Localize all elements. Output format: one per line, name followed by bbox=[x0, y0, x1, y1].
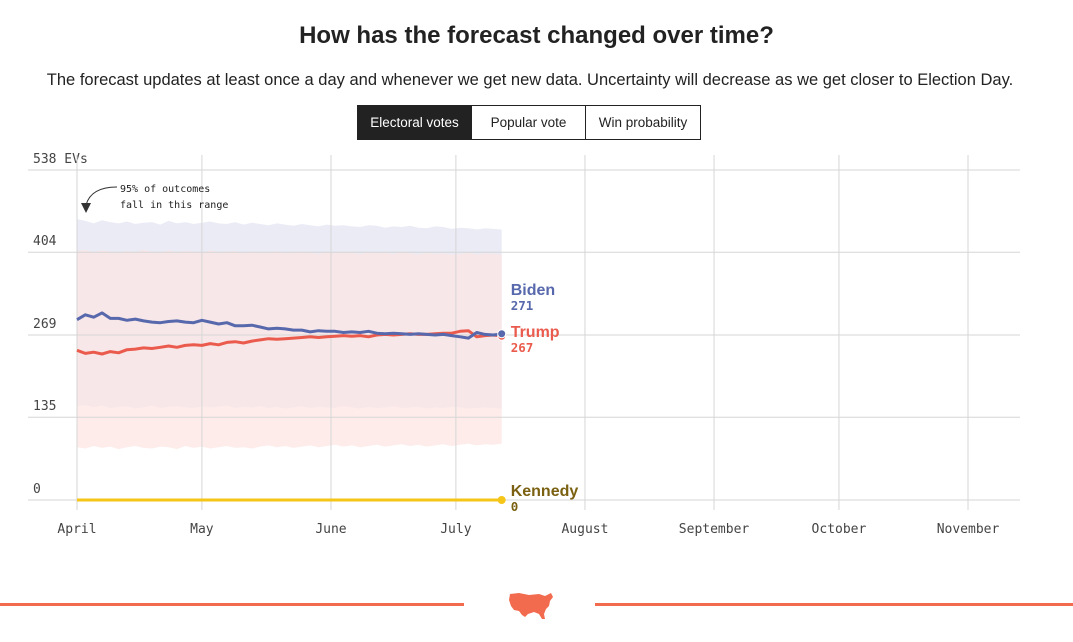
y-tick-label: 0 bbox=[33, 482, 41, 497]
y-tick-label: 135 bbox=[33, 399, 56, 414]
tab-electoral-votes[interactable]: Electoral votes bbox=[357, 105, 472, 140]
kennedy-endpoint bbox=[497, 496, 506, 504]
range-annotation-text: fall in this range bbox=[120, 200, 228, 211]
page-title: How has the forecast changed over time? bbox=[299, 22, 774, 49]
tab-popular-vote[interactable]: Popular vote bbox=[472, 105, 586, 140]
y-tick-label: 538 EVs bbox=[33, 152, 88, 167]
kennedy-value: 0 bbox=[511, 499, 519, 514]
x-tick-label: August bbox=[561, 522, 608, 537]
range-annotation-text: 95% of outcomes bbox=[120, 184, 210, 195]
y-tick-label: 269 bbox=[33, 317, 56, 332]
footer-divider-left bbox=[0, 603, 464, 606]
footer-divider-right bbox=[595, 603, 1073, 606]
metric-tabs: Electoral votes Popular vote Win probabi… bbox=[357, 105, 701, 140]
tab-win-probability[interactable]: Win probability bbox=[586, 105, 701, 140]
biden-value: 271 bbox=[511, 298, 534, 313]
x-tick-label: November bbox=[937, 522, 1000, 537]
x-tick-label: May bbox=[190, 522, 214, 537]
us-map-icon bbox=[509, 593, 553, 619]
x-tick-label: July bbox=[440, 522, 471, 537]
trump-uncertainty-band bbox=[77, 249, 502, 450]
biden-line bbox=[76, 311, 502, 340]
kennedy-label: Kennedy bbox=[511, 483, 579, 500]
annotation-arrow-line bbox=[85, 186, 118, 206]
annotation-arrow-head bbox=[81, 203, 91, 213]
biden-endpoint bbox=[497, 329, 507, 339]
x-tick-label: June bbox=[315, 522, 346, 537]
y-tick-label: 404 bbox=[33, 234, 57, 249]
x-tick-label: September bbox=[679, 522, 750, 537]
biden-label: Biden bbox=[511, 282, 555, 299]
trump-value: 267 bbox=[511, 340, 534, 355]
page-subtitle: The forecast updates at least once a day… bbox=[46, 71, 1014, 89]
x-tick-label: October bbox=[812, 522, 867, 537]
x-tick-label: April bbox=[57, 522, 96, 537]
trump-label: Trump bbox=[511, 324, 560, 341]
